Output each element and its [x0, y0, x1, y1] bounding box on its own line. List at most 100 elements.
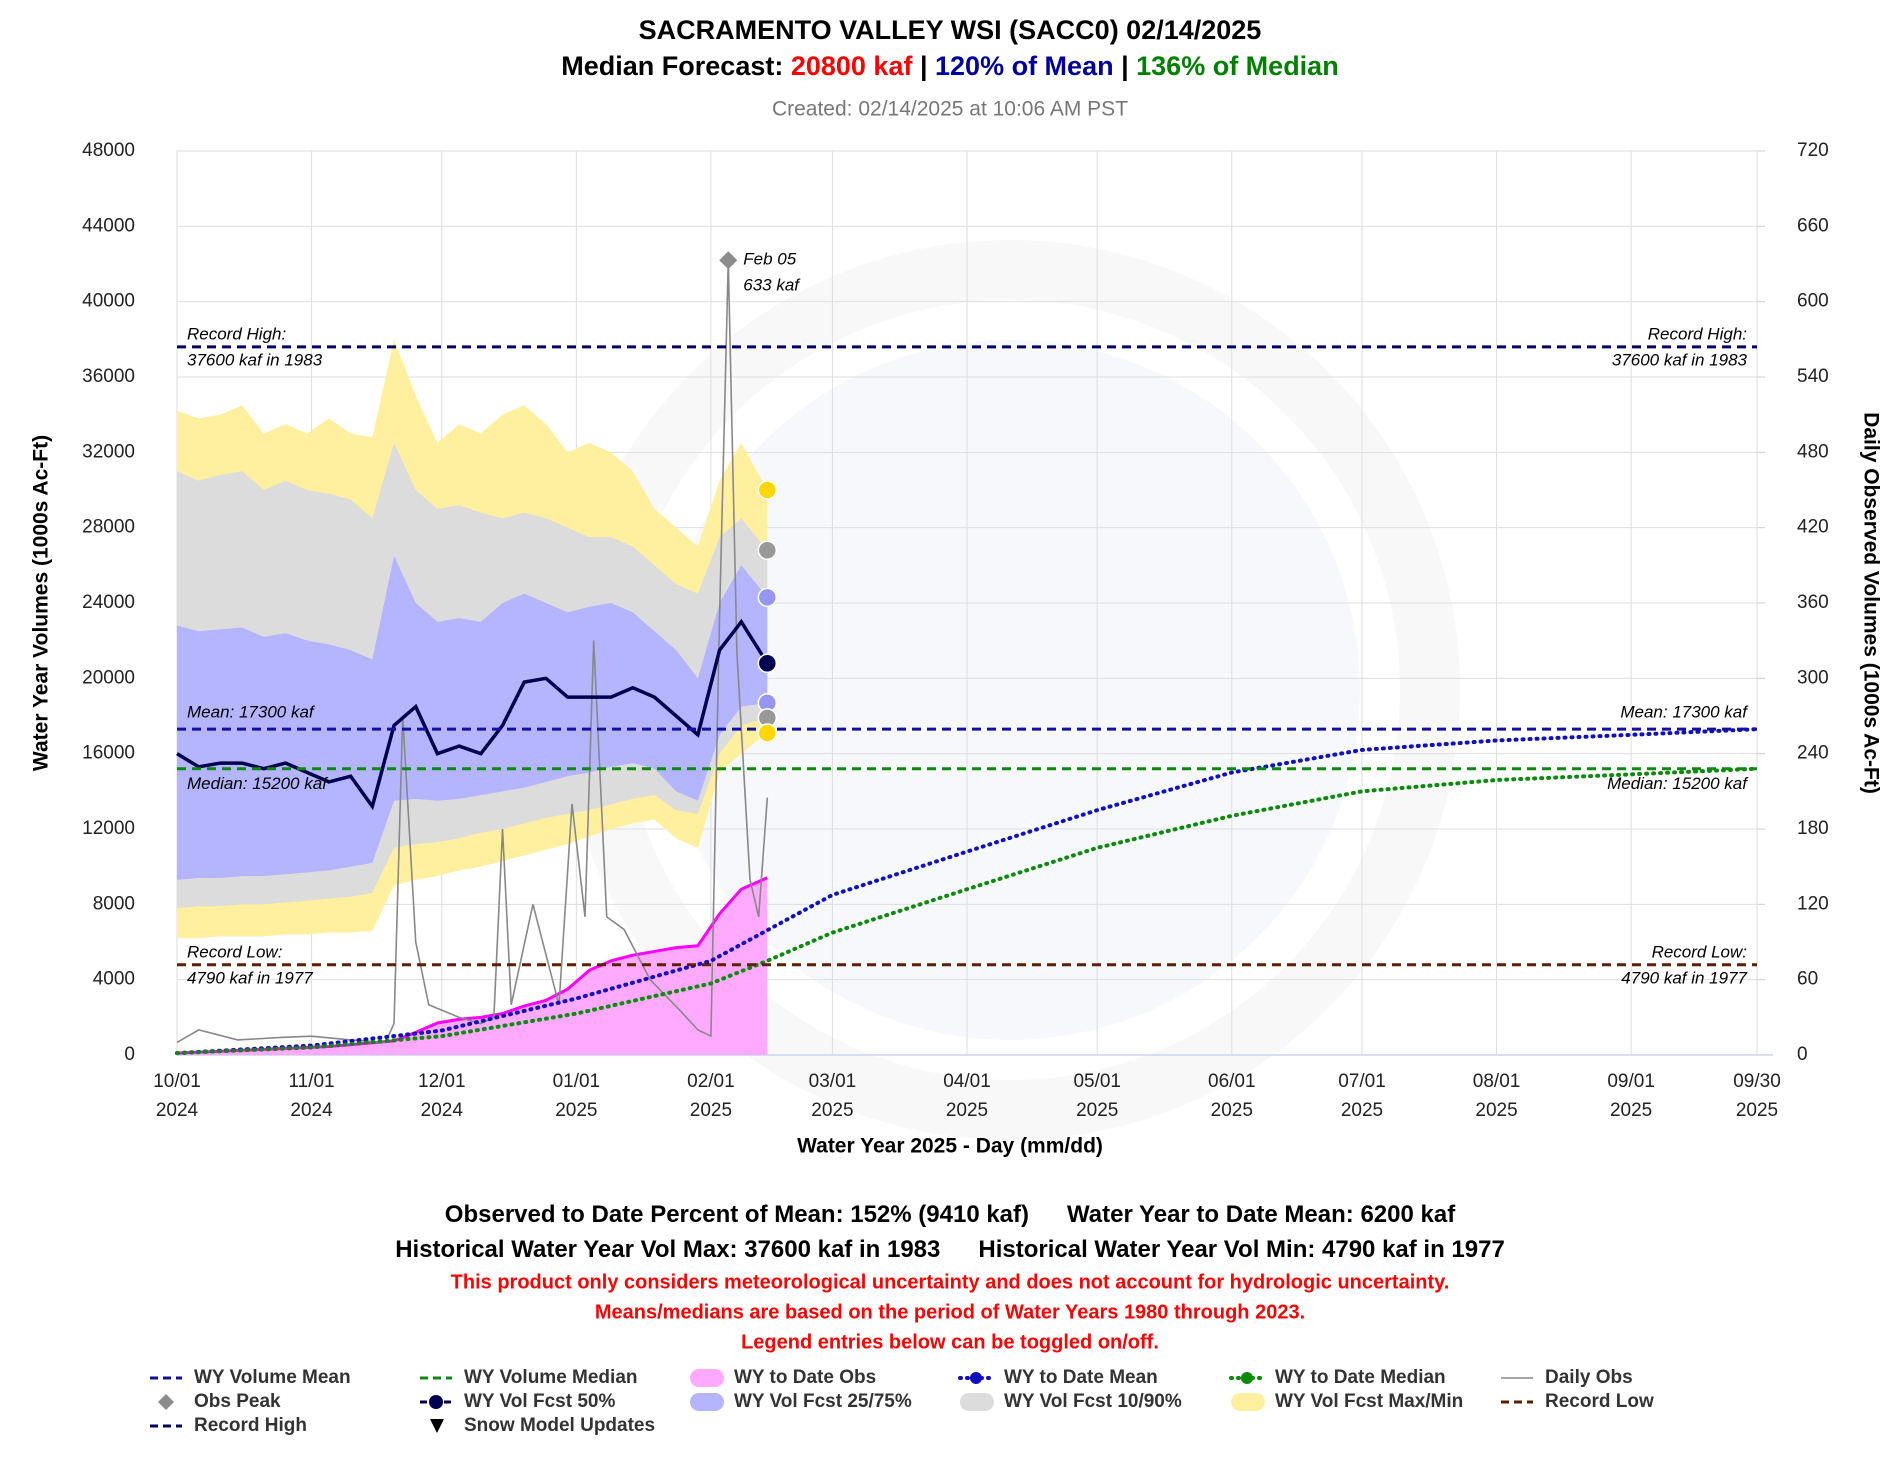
- y2-tick-label: 600: [1797, 291, 1829, 312]
- stat: Observed to Date Percent of Mean: 152% (…: [445, 1201, 1029, 1228]
- stat: Water Year to Date Mean: 6200 kaf: [1067, 1201, 1456, 1228]
- reference-label: Mean: 17300 kaf: [1620, 703, 1749, 722]
- y-tick-label: 0: [124, 1044, 135, 1065]
- plot-area: Mean: 17300 kaf Mean: 17300 kaf Median: 15…: [175, 150, 1773, 1056]
- y2-tick-label: 540: [1797, 366, 1829, 387]
- overlays: Mean: 17300 kaf Mean: 17300 kaf Median: 15…: [177, 250, 1757, 987]
- legend-symbol: [960, 1393, 994, 1411]
- chart-title: SACRAMENTO VALLEY WSI (SACC0) 02/14/2025: [639, 15, 1262, 45]
- y-axis-title: Water Year Volumes (1000s Ac-Ft): [30, 435, 53, 771]
- forecast-line: [176, 618, 769, 811]
- y-tick-label: 8000: [93, 893, 135, 914]
- x-tick-label: 2025: [946, 1100, 988, 1121]
- legend-symbol: [690, 1369, 724, 1387]
- legend-item[interactable]: Record Low: [1501, 1391, 1654, 1412]
- note: This product only considers meteorologic…: [451, 1271, 1450, 1293]
- x-tick-label: 04/01: [943, 1071, 991, 1092]
- y2-tick-label: 480: [1797, 441, 1829, 462]
- reference-label: Median: 15200 kaf: [1607, 774, 1749, 793]
- reference-label: 37600 kaf in 1983: [1612, 350, 1748, 369]
- reference-label: Record Low:: [1652, 942, 1748, 961]
- y-tick-label: 32000: [82, 441, 135, 462]
- dotted-line: [175, 766, 1759, 1056]
- legend-label: WY to Date Obs: [734, 1367, 876, 1388]
- legend-label: Snow Model Updates: [464, 1415, 655, 1436]
- y2-tick-label: 420: [1797, 517, 1829, 538]
- peak-annotation: Feb 05: [743, 250, 796, 269]
- legend-item[interactable]: WY Volume Mean: [150, 1367, 351, 1388]
- y2-tick-label: 240: [1797, 743, 1829, 764]
- reference-label: Mean: 17300 kaf: [187, 703, 316, 722]
- legend-item[interactable]: WY to Date Mean: [958, 1367, 1158, 1388]
- x-tick-label: 2025: [555, 1100, 597, 1121]
- legend-label: Record High: [194, 1415, 307, 1436]
- x-tick-label: 2025: [1211, 1100, 1253, 1121]
- dotted-line: [175, 727, 1759, 1056]
- legend-item[interactable]: Record High: [150, 1415, 307, 1436]
- legend-label: WY Vol Fcst Max/Min: [1275, 1391, 1463, 1412]
- chart-subtitle-line: Median Forecast: 20800 kaf | 120% of Mea…: [561, 51, 1338, 81]
- area-fill: [177, 877, 768, 1055]
- y2-axis-title: Daily Observed Volumes (1000s Ac-Ft): [1859, 412, 1882, 794]
- y2-tick-label: 720: [1797, 140, 1829, 161]
- y2-tick-label: 60: [1797, 969, 1818, 990]
- peak-marker: [719, 251, 738, 270]
- y-tick-label: 4000: [93, 969, 135, 990]
- y-tick-label: 12000: [82, 818, 135, 839]
- forecast-dot: [757, 540, 778, 561]
- legend-item[interactable]: WY Vol Fcst 25/75%: [690, 1391, 912, 1412]
- title-part: |: [1114, 51, 1137, 81]
- legend-item[interactable]: WY Volume Median: [420, 1367, 638, 1388]
- legend-item[interactable]: WY to Date Median: [1229, 1367, 1446, 1388]
- x-tick-label: 2025: [690, 1100, 732, 1121]
- reference-label: 4790 kaf in 1977: [1621, 968, 1747, 987]
- reference-label: Record High:: [187, 324, 286, 343]
- legend-label: Daily Obs: [1545, 1367, 1633, 1388]
- reference-label: Median: 15200 kaf: [187, 774, 329, 793]
- legend-symbol: [690, 1393, 724, 1411]
- legend-label: WY Vol Fcst 50%: [464, 1391, 615, 1412]
- lines: [175, 618, 1759, 1056]
- legend-item[interactable]: WY Vol Fcst Max/Min: [1231, 1391, 1463, 1412]
- legend-symbol: [158, 1394, 174, 1410]
- reference-label: 37600 kaf in 1983: [187, 350, 323, 369]
- y2-tick-label: 0: [1797, 1044, 1808, 1065]
- y-tick-label: 16000: [82, 743, 135, 764]
- y-tick-label: 20000: [82, 667, 135, 688]
- legend-label: WY Vol Fcst 10/90%: [1004, 1391, 1182, 1412]
- x-tick-label: 2025: [1076, 1100, 1118, 1121]
- reference-label: Record High:: [1648, 324, 1747, 343]
- x-tick-label: 2025: [811, 1100, 853, 1121]
- y-tick-label: 40000: [82, 291, 135, 312]
- x-tick-label: 2024: [156, 1100, 199, 1121]
- y2-tick-label: 300: [1797, 667, 1829, 688]
- bands: [177, 339, 768, 939]
- title-part: Median Forecast:: [561, 51, 791, 81]
- reference-label: 4790 kaf in 1977: [187, 968, 313, 987]
- x-tick-label: 2025: [1736, 1100, 1778, 1121]
- legend-item[interactable]: WY Vol Fcst 50%: [420, 1391, 615, 1412]
- legend-item[interactable]: WY Vol Fcst 10/90%: [960, 1391, 1182, 1412]
- y-tick-label: 28000: [82, 517, 135, 538]
- x-tick-label: 2025: [1341, 1100, 1383, 1121]
- legend-symbol: [1231, 1393, 1265, 1411]
- legend-item[interactable]: Daily Obs: [1501, 1367, 1633, 1388]
- title-part: 120% of Mean: [935, 51, 1114, 81]
- legend-label: WY Volume Mean: [194, 1367, 351, 1388]
- note: Legend entries below can be toggled on/o…: [741, 1331, 1159, 1353]
- x-tick-label: 03/01: [809, 1071, 857, 1092]
- watermark-circle: [660, 340, 1360, 1040]
- stats-line: Historical Water Year Vol Max: 37600 kaf…: [395, 1236, 1505, 1263]
- x-tick-label: 12/01: [418, 1071, 466, 1092]
- legend-item[interactable]: WY to Date Obs: [690, 1367, 876, 1388]
- stat: Historical Water Year Vol Min: 4790 kaf …: [978, 1236, 1504, 1263]
- x-axis-title: Water Year 2025 - Day (mm/dd): [797, 1135, 1103, 1158]
- title-part: |: [912, 51, 935, 81]
- x-tick-label: 09/30: [1733, 1071, 1781, 1092]
- legend-item[interactable]: Snow Model Updates: [430, 1415, 655, 1436]
- legend-item[interactable]: Obs Peak: [158, 1391, 281, 1412]
- y2-tick-label: 180: [1797, 818, 1829, 839]
- legend-label: WY Volume Median: [464, 1367, 638, 1388]
- stat: Historical Water Year Vol Max: 37600 kaf…: [395, 1236, 940, 1263]
- x-tick-label: 08/01: [1473, 1071, 1521, 1092]
